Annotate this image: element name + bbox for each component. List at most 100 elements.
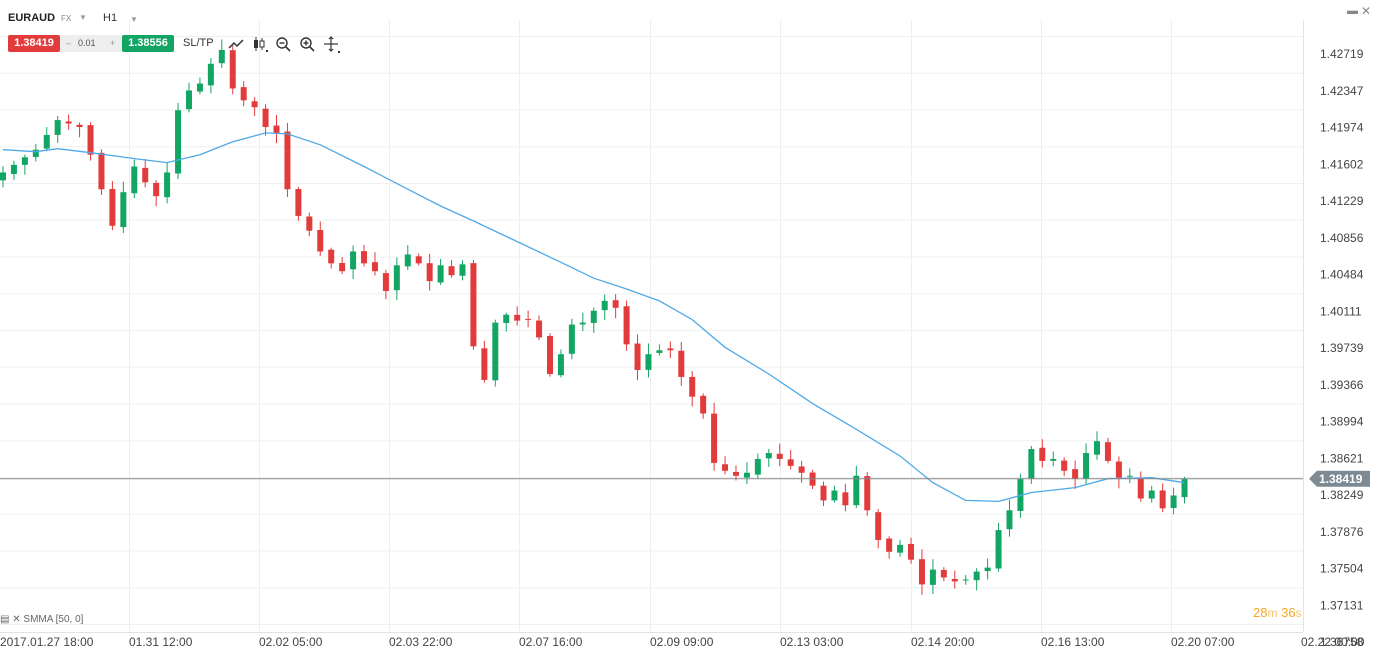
minimize-icon[interactable]: ▬ [1347,5,1358,17]
candle-down [820,485,827,501]
x-axis-label: 01.31 12:00 [129,635,193,649]
candle-down [153,182,160,197]
candle-up [590,310,597,323]
candle-down [722,464,729,471]
candle-down [798,466,805,473]
x-axis-label: 02.09 09:00 [650,635,714,649]
candle-down [317,230,324,252]
candle-down [371,262,378,272]
timer-minutes-unit: m [1267,606,1278,620]
candle-down [1115,461,1122,478]
candle-up [10,164,17,174]
buy-price-button[interactable]: 1.38556 [122,35,174,52]
spread-indicator: – 0.01 + [60,35,122,52]
candle-down [251,101,258,108]
zoom-out-icon[interactable] [274,35,292,53]
x-axis-label: 02.03 22:00 [389,635,453,649]
symbol-dropdown-icon[interactable]: ▼ [79,13,87,22]
candle-up [765,453,772,459]
candle-down [98,152,105,190]
candle-down [908,543,915,560]
y-axis-label: 1.39739 [1320,341,1364,355]
y-axis-label: 1.40856 [1320,231,1364,245]
timeframe-selector[interactable]: H1 [103,12,118,24]
candle-down [87,125,94,155]
y-axis-label: 1.39366 [1320,378,1364,392]
x-axis-label: 02.22 00:00 [1301,635,1365,649]
y-axis-label: 1.41974 [1320,121,1364,135]
candle-up [120,192,127,228]
candle-down [667,348,674,351]
candle-up [1083,453,1090,479]
y-axis-label: 1.40484 [1320,268,1364,282]
close-icon[interactable]: ✕ [1361,4,1372,18]
candle-up [973,571,980,581]
y-axis-label: 1.37876 [1320,525,1364,539]
y-axis-label: 1.38994 [1320,415,1364,429]
indicator-remove-icon[interactable]: ✕ [12,614,21,625]
candle-up [568,324,575,354]
candle-up [21,157,28,165]
crosshair-icon[interactable] [322,35,340,53]
chart-toolbar: EURAUD FX ▼ H1 ▼ 1.38419 – 0.01 + 1.3855… [0,0,1300,60]
x-axis-label: 02.20 07:00 [1171,635,1235,649]
candle-up [984,567,991,572]
indicator-settings-icon[interactable]: ▤ [0,614,10,625]
y-axis-label: 1.41229 [1320,194,1364,208]
candle-down [426,263,433,282]
candle-down [886,538,893,552]
candle-down [229,50,236,89]
candle-down [787,459,794,466]
y-axis-label: 1.38249 [1320,488,1364,502]
candle-down [448,266,455,276]
timeframe-dropdown-icon[interactable]: ▼ [130,15,138,24]
candle-countdown-timer: 28m 36s [1253,605,1302,620]
candle-down [634,343,641,371]
candle-down [547,335,553,374]
candle-down [481,348,488,380]
x-axis-label: 2017.01.27 18:00 [0,635,94,649]
candle-up [1094,441,1100,455]
sltp-button[interactable]: SL/TP [183,37,214,49]
candle-down [536,320,543,338]
sell-price-button[interactable]: 1.38419 [8,35,60,52]
candle-up [743,472,750,478]
candle-up [131,166,138,194]
candle-down [711,413,718,463]
current-price-label: 1.38419 [1319,472,1363,486]
candle-down [700,395,707,414]
increase-lot-button[interactable]: + [110,38,116,48]
candle-down [951,578,958,582]
candle-down [1137,477,1144,499]
candle-down [525,318,532,320]
trend-line-icon[interactable] [227,35,245,53]
candle-type-icon[interactable] [251,35,269,53]
candle-down [689,376,696,397]
candle-up [579,322,586,325]
candle-down [295,189,302,216]
candle-up [164,172,171,198]
candle-up [995,530,1002,569]
candle-down [678,350,685,377]
decrease-lot-button[interactable]: – [66,38,72,48]
candle-down [262,108,269,128]
timer-minutes: 28 [1253,605,1268,620]
x-axis-label: 02.14 20:00 [911,635,975,649]
zoom-in-icon[interactable] [298,35,316,53]
candle-down [732,471,739,476]
candle-up [1170,495,1177,508]
symbol-selector[interactable]: EURAUD [8,12,56,24]
candle-up [196,83,203,92]
candle-down [940,569,947,578]
candle-down [1039,447,1046,461]
candle-up [853,475,860,506]
x-axis-label: 02.16 13:00 [1041,635,1105,649]
candle-down [361,251,368,264]
candle-down [864,476,871,511]
candle-down [382,273,389,291]
candle-down [339,262,346,272]
candle-down [1104,442,1111,461]
market-type-label: FX [61,14,72,23]
indicator-label: SMMA [50, 0] [23,614,84,625]
